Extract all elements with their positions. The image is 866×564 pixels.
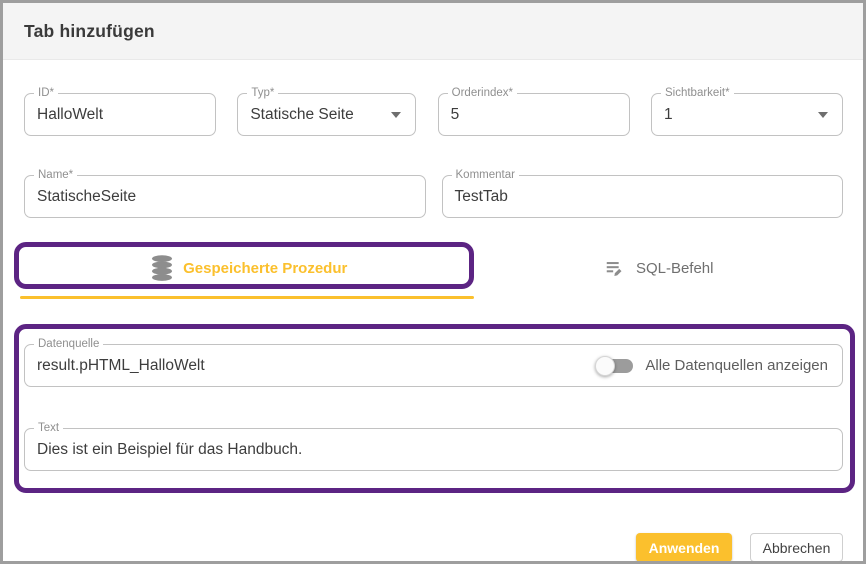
typ-select[interactable]: Typ* Statische Seite bbox=[237, 86, 417, 136]
apply-button[interactable]: Anwenden bbox=[636, 533, 732, 561]
sichtbarkeit-select-label: Sichtbarkeit* bbox=[660, 86, 734, 101]
datenquelle-field[interactable]: Datenquelle result.pHTML_HalloWelt Alle … bbox=[24, 337, 843, 387]
toggle-thumb[interactable] bbox=[595, 355, 616, 376]
kommentar-field-value: TestTab bbox=[454, 187, 508, 205]
text-field[interactable]: Text Dies ist ein Beispiel für das Handb… bbox=[24, 421, 843, 471]
dialog-content: ID* HalloWelt Typ* Statische Seite Order… bbox=[3, 86, 863, 561]
dialog-title: Tab hinzufügen bbox=[24, 20, 155, 41]
datenquelle-field-value: result.pHTML_HalloWelt bbox=[37, 356, 205, 374]
form-row-1: ID* HalloWelt Typ* Statische Seite Order… bbox=[24, 86, 843, 136]
typ-select-label: Typ* bbox=[247, 86, 279, 101]
id-field-label: ID* bbox=[34, 86, 58, 101]
orderindex-field-value: 5 bbox=[450, 105, 460, 123]
typ-select-value: Statische Seite bbox=[250, 105, 354, 123]
name-field-label: Name* bbox=[34, 168, 78, 183]
tab-label: Gespeicherte Prozedur bbox=[183, 259, 348, 277]
show-all-datasources-toggle[interactable] bbox=[595, 355, 634, 376]
text-field-value: Dies ist ein Beispiel für das Handbuch. bbox=[37, 440, 303, 458]
name-field[interactable]: Name* StatischeSeite bbox=[24, 168, 426, 218]
id-field-value: HalloWelt bbox=[37, 105, 104, 123]
sichtbarkeit-select[interactable]: Sichtbarkeit* 1 bbox=[650, 86, 843, 136]
tab-bar: Gespeicherte Prozedur SQL-Befehl bbox=[14, 242, 843, 289]
tab-sql-befehl[interactable]: SQL-Befehl bbox=[474, 247, 843, 289]
chevron-down-icon[interactable] bbox=[391, 111, 402, 118]
stored-procedure-section: Datenquelle result.pHTML_HalloWelt Alle … bbox=[14, 324, 855, 493]
chevron-down-icon[interactable] bbox=[817, 111, 828, 118]
show-all-datasources-label: Alle Datenquellen anzeigen bbox=[645, 357, 828, 374]
tab-gespeicherte-prozedur[interactable]: Gespeicherte Prozedur bbox=[24, 247, 474, 289]
dialog-footer: Anwenden Abbrechen bbox=[24, 533, 843, 561]
database-icon bbox=[152, 255, 173, 281]
orderindex-field-label: Orderindex* bbox=[447, 86, 518, 101]
sichtbarkeit-select-value: 1 bbox=[663, 105, 673, 123]
active-tab-underline bbox=[20, 296, 475, 299]
form-row-2: Name* StatischeSeite Kommentar TestTab bbox=[24, 168, 843, 218]
orderindex-field[interactable]: Orderindex* 5 bbox=[437, 86, 630, 136]
dialog-header: Tab hinzufügen bbox=[3, 3, 863, 60]
cancel-button[interactable]: Abbrechen bbox=[750, 533, 843, 561]
name-field-value: StatischeSeite bbox=[37, 187, 137, 205]
kommentar-field-label: Kommentar bbox=[451, 168, 519, 183]
kommentar-field[interactable]: Kommentar TestTab bbox=[441, 168, 843, 218]
sql-edit-icon bbox=[606, 262, 622, 276]
datasource-toggle-group: Alle Datenquellen anzeigen bbox=[595, 355, 830, 376]
text-field-label: Text bbox=[34, 421, 64, 436]
id-field[interactable]: ID* HalloWelt bbox=[24, 86, 216, 136]
tab-label: SQL-Befehl bbox=[635, 259, 714, 277]
datenquelle-field-label: Datenquelle bbox=[34, 337, 104, 352]
